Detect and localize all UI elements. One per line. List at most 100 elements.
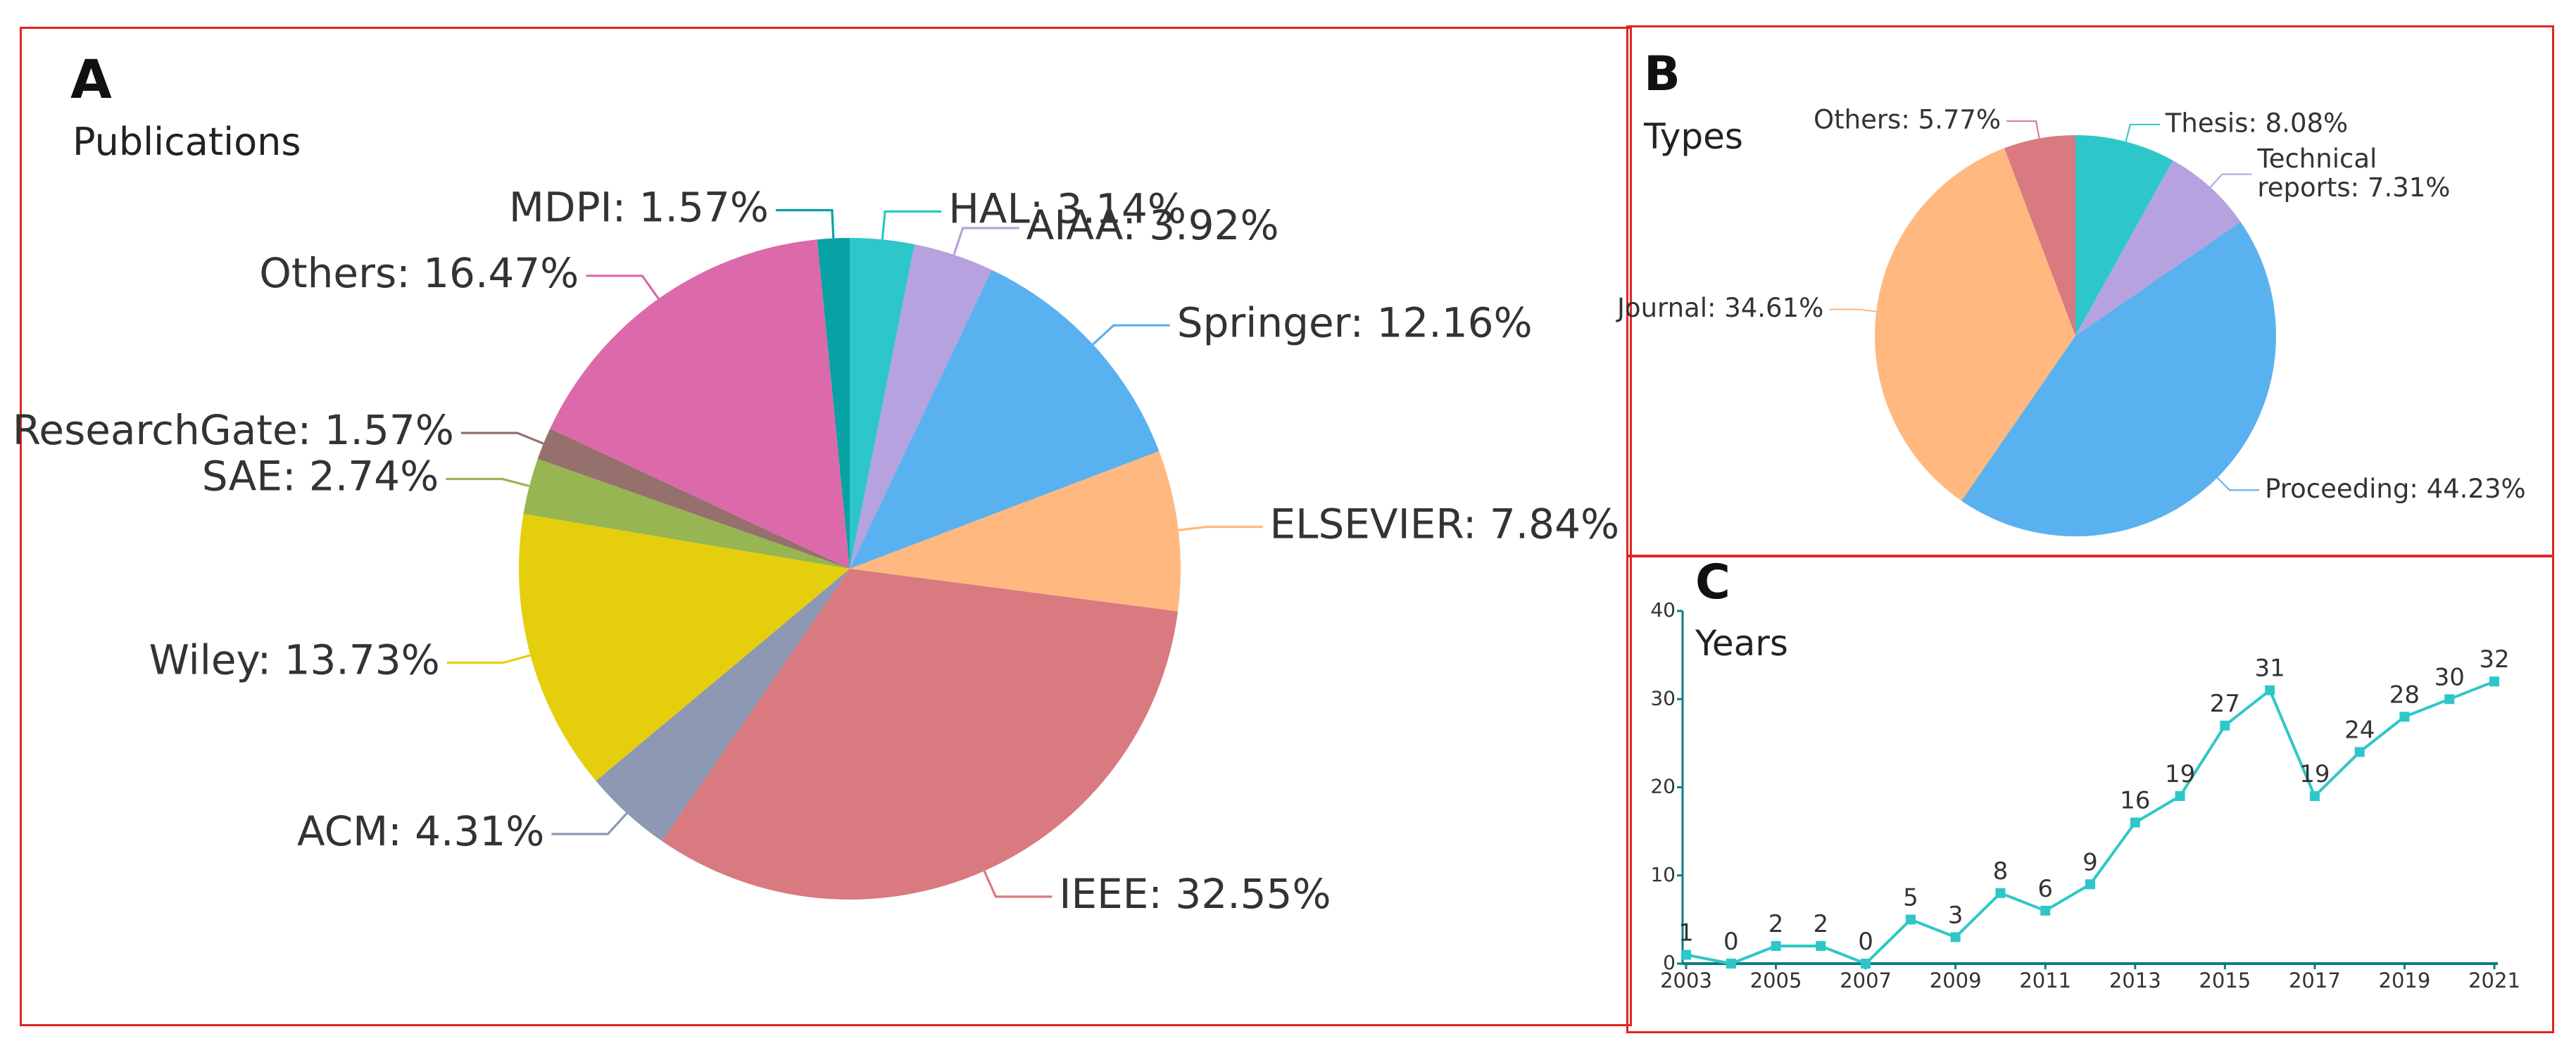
years-ytick-label-0: 0 [1663,951,1676,974]
years-value-label-2015: 27 [2210,690,2240,718]
types-label-journal: Journal: 34.61% [1616,293,1823,323]
years-value-label-2010: 8 [1993,857,2009,885]
panel-title-years: Years [1695,623,1788,664]
years-value-label-2011: 6 [2037,875,2053,903]
panel-letter-a: A [70,48,112,111]
publications-leader-researchgate [460,431,544,445]
years-value-label-2014: 19 [2165,760,2195,788]
years-point-2016 [2265,685,2275,695]
publications-slice-mdpi [817,238,850,569]
years-xtick-label-2005: 2005 [1750,969,1802,992]
years-xtick-label-2021: 2021 [2468,969,2520,992]
types-label-technical-reports: Technical reports: 7.31% [2256,144,2450,203]
publications-slice-sae [523,458,850,569]
publications-label-sae: SAE: 2.74% [202,453,439,500]
publications-leader-sae [446,477,530,488]
years-value-label-2007: 0 [1858,928,1873,956]
publications-leader-hal [881,210,942,240]
panel-publications [20,27,1632,1026]
years-value-label-2018: 24 [2344,716,2375,744]
years-point-2007 [1861,959,1871,969]
publications-label-aiaa: AIAA: 3.92% [1026,201,1279,249]
publications-leader-mdpi [775,208,835,239]
publications-label-hal: HAL: 3.14% [948,185,1186,233]
panel-years [1626,555,2554,1033]
years-point-2010 [1995,888,2006,898]
types-leader-journal [1829,308,1877,313]
types-slice-others [2004,135,2075,336]
years-value-label-2008: 5 [1903,883,1918,912]
publications-label-others: Others: 16.47% [259,249,579,297]
years-value-label-2009: 3 [1948,901,1964,929]
types-slice-technical-reports [2075,160,2241,336]
years-value-label-2003: 1 [1678,919,1694,947]
years-xtick-label-2011: 2011 [2019,969,2071,992]
publications-leader-springer [1092,324,1170,346]
types-leader-proceeding [2216,477,2260,491]
publications-leader-others [586,275,660,300]
publications-slice-elsevier [850,451,1181,612]
years-value-label-2006: 2 [1813,910,1828,938]
years-value-label-2013: 16 [2120,787,2150,815]
years-point-2005 [1771,941,1781,951]
years-point-2006 [1816,941,1826,951]
types-leader-thesis [2125,123,2160,142]
panel-letter-b: B [1644,46,1680,102]
types-leader-technical-reports [2209,173,2252,188]
years-point-2014 [2175,791,2185,801]
publications-label-researchgate: ResearchGate: 1.57% [13,406,454,454]
years-point-2019 [2399,712,2410,722]
panel-title-publications: Publications [73,120,301,164]
publications-leader-ieee [983,870,1053,898]
years-point-2017 [2309,791,2320,801]
publications-label-elsevier: ELSEVIER: 7.84% [1270,500,1620,548]
years-xtick-label-2013: 2013 [2109,969,2161,992]
years-xtick-label-2015: 2015 [2199,969,2251,992]
publications-slice-others [550,239,850,569]
publications-slice-wiley [518,514,850,781]
years-point-2009 [1950,932,1961,942]
years-value-label-2017: 19 [2299,760,2330,788]
publications-slice-hal [850,238,915,569]
publications-label-acm: ACM: 4.31% [297,807,544,855]
publications-label-ieee: IEEE: 32.55% [1059,870,1331,918]
years-ytick-label-10: 10 [1650,863,1676,886]
years-point-2018 [2354,747,2365,757]
years-value-label-2020: 30 [2434,663,2465,691]
types-slice-journal [1875,148,2075,501]
panel-title-types: Types [1644,116,1743,157]
types-slice-proceeding [1961,222,2277,537]
years-xtick-label-2009: 2009 [1930,969,1982,992]
years-point-2012 [2085,879,2095,890]
types-slice-thesis [2075,135,2173,336]
years-value-label-2016: 31 [2254,655,2285,683]
years-point-2013 [2130,817,2140,828]
years-value-label-2021: 32 [2479,645,2509,674]
publications-leader-aiaa [953,227,1019,256]
panel-letter-c: C [1695,555,1730,610]
years-point-2021 [2489,676,2499,687]
publications-label-springer: Springer: 12.16% [1177,298,1533,346]
years-xtick-label-2019: 2019 [2379,969,2431,992]
types-label-thesis: Thesis: 8.08% [2165,108,2348,138]
publications-slice-acm [596,569,850,841]
publications-label-mdpi: MDPI: 1.57% [509,184,769,232]
years-point-2020 [2444,694,2455,705]
years-xtick-label-2007: 2007 [1840,969,1892,992]
years-value-label-2012: 9 [2082,848,2098,876]
years-ytick-label-30: 30 [1650,686,1676,710]
types-leader-others [2006,120,2040,139]
years-value-label-2019: 28 [2389,681,2420,709]
years-ytick-label-40: 40 [1650,598,1676,622]
years-value-label-2004: 0 [1723,928,1739,956]
years-point-2003 [1681,950,1691,960]
years-xtick-label-2017: 2017 [2289,969,2341,992]
types-label-proceeding: Proceeding: 44.23% [2265,474,2526,504]
publications-slice-researchgate [537,428,850,569]
years-ytick-label-20: 20 [1650,775,1676,798]
years-xtick-label-2003: 2003 [1660,969,1712,992]
publications-leader-wiley [446,654,531,664]
publications-leader-acm [551,812,628,836]
years-point-2011 [2040,905,2051,916]
